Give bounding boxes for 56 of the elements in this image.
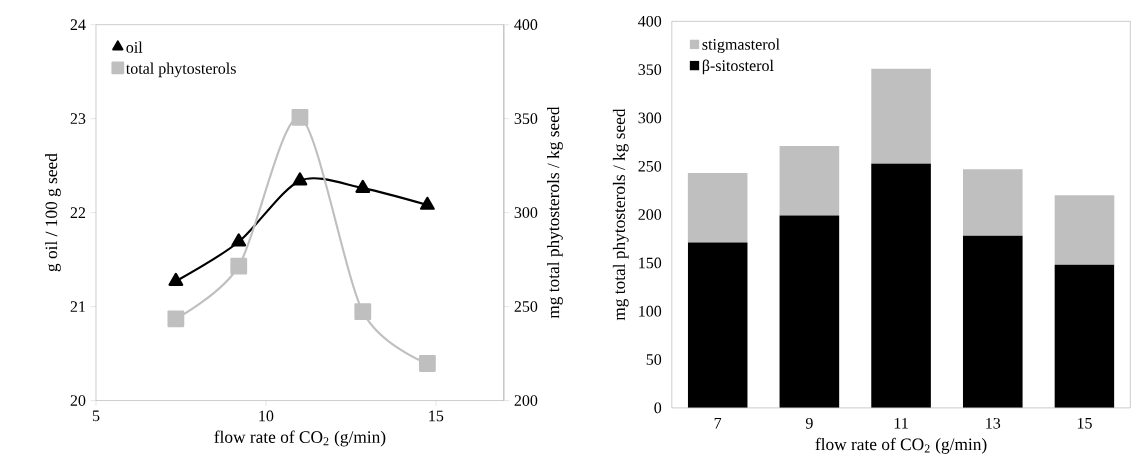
y2-tick-label: 200 (514, 395, 538, 407)
bar (779, 215, 840, 409)
y-tick-label: 20 (70, 395, 86, 407)
point (418, 355, 436, 373)
point (168, 273, 184, 287)
y-tick-label: 100 (639, 306, 662, 317)
legend-label: β-sitosterol (702, 59, 774, 75)
y2-axis-title: mg total phytosterols / kg seed (547, 106, 563, 319)
y-tick-label: 0 (654, 402, 662, 414)
y-tick-label: 250 (638, 161, 662, 172)
y-tick-label: 50 (646, 354, 662, 366)
y-tick-label: 300 (638, 112, 662, 124)
y-tick-label: 200 (638, 209, 662, 221)
point (167, 310, 185, 328)
y2-tick-label: 300 (514, 207, 538, 219)
point (419, 196, 435, 211)
bar (779, 146, 840, 216)
y2-tick-label: 350 (514, 113, 538, 125)
y-tick-label: 23 (70, 113, 86, 125)
bar (871, 163, 931, 409)
x-tick-label: 7 (714, 418, 722, 429)
legend-label: oil (126, 41, 143, 54)
x-tick-label: 9 (805, 418, 813, 429)
point (292, 172, 308, 186)
bar (1054, 195, 1115, 266)
y-axis-title: mg total phytosterols / kg seed (612, 108, 629, 321)
bar (962, 236, 1023, 409)
y-tick-label: 400 (638, 16, 662, 27)
point (355, 180, 371, 194)
y2-tick-label: 250 (514, 301, 538, 313)
x-tick-label: 13 (986, 418, 1001, 429)
x-tick-label: 5 (92, 410, 100, 422)
legend-label: stigmasterol (702, 38, 780, 54)
x-axis-title: flow rate of CO$_{2}$ (g/min) (815, 438, 987, 454)
y-tick-label: 150 (639, 257, 662, 269)
legend-label: total phytosterols (125, 62, 236, 78)
y-tick-label: 21 (70, 301, 85, 313)
y-tick-label: 24 (70, 19, 86, 31)
x-axis-title: flow rate of CO$_{2}$ (g/min) (214, 430, 386, 447)
x-tick-label: 15 (429, 410, 444, 422)
point (231, 233, 247, 247)
point (354, 303, 372, 321)
bar (1054, 265, 1115, 409)
x-tick-label: 11 (894, 418, 908, 429)
y-axis-title: g oil / 100 g seed (45, 153, 61, 272)
bar (687, 173, 748, 243)
point (291, 109, 309, 126)
bar (871, 68, 931, 164)
y2-tick-label: 400 (514, 19, 538, 31)
y-tick-label: 22 (70, 207, 86, 219)
x-tick-label: 15 (1077, 418, 1092, 429)
point (230, 257, 248, 275)
x-tick-label: 10 (259, 410, 274, 422)
y-tick-label: 350 (638, 64, 662, 76)
bar (687, 242, 748, 409)
bar (962, 169, 1023, 237)
